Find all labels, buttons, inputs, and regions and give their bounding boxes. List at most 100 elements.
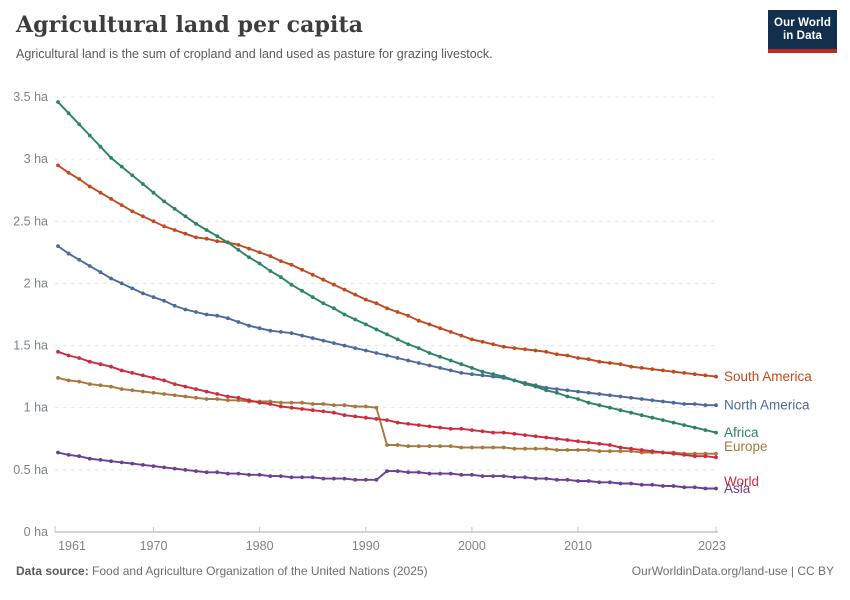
data-point	[523, 433, 527, 437]
series-africa[interactable]: Africa	[56, 100, 759, 440]
data-point	[289, 405, 294, 410]
series-north-america[interactable]: North America	[56, 244, 810, 413]
data-point	[544, 476, 549, 481]
data-point	[459, 426, 464, 431]
data-point	[374, 477, 379, 482]
data-point	[427, 351, 432, 355]
data-point	[512, 431, 517, 436]
data-point	[268, 254, 273, 258]
data-point	[332, 410, 336, 415]
series-label-world[interactable]: World	[724, 474, 759, 489]
data-point	[247, 246, 251, 251]
data-point	[661, 418, 665, 422]
data-point	[629, 446, 633, 451]
data-point	[56, 100, 60, 104]
data-point	[692, 402, 697, 406]
data-point	[257, 250, 262, 255]
data-point	[194, 310, 198, 314]
series-label-asia[interactable]: Asia	[724, 481, 751, 496]
data-point	[98, 362, 103, 367]
data-point	[257, 400, 262, 405]
data-point	[395, 469, 400, 473]
data-point	[703, 373, 708, 378]
data-point	[608, 443, 612, 447]
series-label-africa[interactable]: Africa	[724, 425, 759, 440]
series-line-europe[interactable]	[57, 376, 716, 455]
footer-link[interactable]: OurWorldinData.org/land-use | CC BY	[631, 564, 834, 578]
data-point	[130, 286, 135, 291]
series-label-north-america[interactable]: North America	[724, 398, 810, 413]
data-point	[289, 400, 294, 405]
data-point	[459, 445, 464, 450]
series-asia[interactable]: Asia	[56, 450, 751, 496]
data-point	[162, 378, 167, 383]
data-point	[480, 474, 485, 478]
series-line-south-america[interactable]	[57, 164, 717, 378]
data-point	[714, 403, 718, 408]
data-point	[416, 346, 421, 350]
data-point	[438, 444, 442, 449]
data-point	[353, 317, 358, 322]
data-point	[427, 424, 432, 429]
data-point	[183, 468, 188, 472]
data-point	[342, 413, 347, 418]
data-point	[77, 257, 82, 262]
x-tick-label: 1990	[352, 539, 380, 553]
data-point	[310, 402, 315, 406]
x-tick-label: 2010	[564, 539, 592, 553]
owid-logo[interactable]: Our World in Data	[768, 10, 837, 53]
data-point	[459, 371, 464, 375]
data-point	[576, 439, 580, 444]
data-point	[586, 390, 591, 395]
y-tick-label: 2 ha	[24, 276, 48, 290]
data-point	[597, 441, 602, 446]
data-point	[310, 295, 315, 299]
data-point	[714, 486, 718, 491]
data-point	[172, 303, 177, 308]
data-point	[194, 387, 198, 391]
data-point	[183, 214, 188, 219]
data-point	[671, 420, 676, 425]
data-point	[395, 337, 400, 342]
data-point	[470, 428, 474, 432]
data-point	[247, 323, 251, 328]
data-point	[671, 484, 676, 488]
series-line-africa[interactable]	[57, 101, 717, 434]
data-point	[109, 364, 113, 369]
data-point	[438, 326, 442, 331]
data-point	[608, 449, 612, 454]
data-point	[98, 270, 103, 275]
data-point	[194, 469, 198, 473]
data-point	[608, 393, 612, 398]
series-label-europe[interactable]: Europe	[724, 439, 768, 454]
data-point	[682, 402, 687, 406]
series-europe[interactable]: Europe	[56, 376, 768, 456]
data-point	[353, 477, 358, 482]
data-point	[459, 333, 464, 338]
data-point	[491, 474, 495, 478]
series-world[interactable]: World	[56, 349, 759, 489]
data-point	[87, 184, 92, 189]
data-point	[332, 341, 336, 345]
data-point	[385, 332, 389, 337]
data-point	[703, 486, 708, 491]
page-title: Agricultural land per capita	[16, 12, 364, 38]
data-point	[501, 430, 506, 435]
data-point	[363, 297, 368, 302]
data-point	[162, 199, 167, 204]
series-line-north-america[interactable]	[57, 245, 716, 407]
series-label-south-america[interactable]: South America	[724, 369, 812, 384]
data-point	[406, 358, 411, 363]
data-point	[692, 485, 697, 490]
data-point	[544, 388, 549, 393]
data-point	[172, 228, 177, 232]
x-tick-label: 2023	[698, 539, 726, 553]
data-point	[353, 346, 358, 350]
data-point	[225, 316, 230, 321]
data-point	[682, 423, 687, 427]
data-point	[650, 482, 655, 487]
series-south-america[interactable]: South America	[56, 163, 812, 385]
data-point	[501, 344, 506, 349]
data-point	[204, 389, 209, 394]
